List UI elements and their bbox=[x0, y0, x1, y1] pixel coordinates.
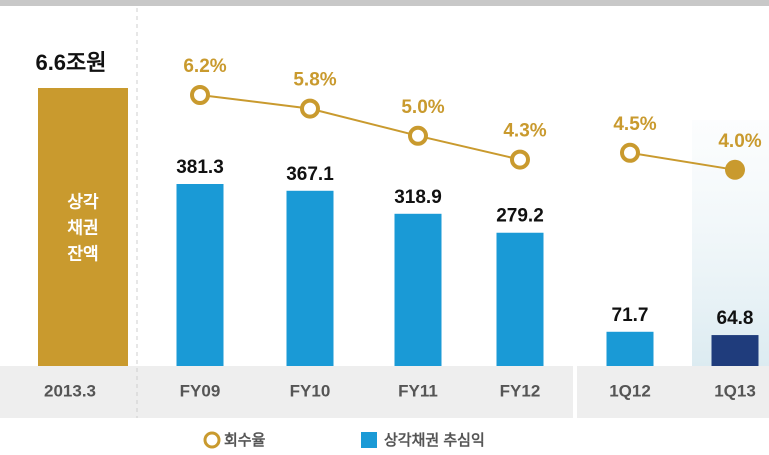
legend-marker bbox=[203, 431, 221, 449]
category-label: FY09 bbox=[180, 381, 221, 400]
legend-marker bbox=[361, 432, 377, 448]
value-label: 381.3 bbox=[176, 157, 224, 178]
rate-label: 5.0% bbox=[401, 97, 444, 118]
rate-label: 4.3% bbox=[503, 121, 546, 142]
highlight-bg bbox=[692, 120, 769, 366]
category-label: 1Q13 bbox=[714, 381, 756, 400]
value-label: 71.7 bbox=[612, 305, 649, 326]
rate-marker bbox=[725, 159, 745, 180]
bar bbox=[38, 88, 128, 366]
rate-line bbox=[199, 94, 521, 161]
top-bar bbox=[0, 0, 769, 6]
bar-text: 상각 bbox=[67, 192, 99, 211]
rate-marker bbox=[190, 85, 210, 105]
bar bbox=[176, 184, 224, 366]
value-label: 318.9 bbox=[394, 187, 442, 208]
rate-marker bbox=[300, 98, 320, 119]
rate-label: 6.2% bbox=[183, 56, 226, 77]
rate-line bbox=[629, 151, 736, 171]
panel-gap bbox=[573, 8, 577, 418]
value-label: 279.2 bbox=[496, 206, 544, 227]
rate-marker bbox=[510, 149, 530, 170]
value-label: 64.8 bbox=[717, 308, 754, 329]
bar-text: 채권 bbox=[67, 218, 98, 237]
value-label: 367.1 bbox=[286, 164, 334, 185]
rate-label: 4.5% bbox=[613, 114, 656, 135]
bar bbox=[496, 232, 544, 366]
value-label: 6.6조원 bbox=[35, 50, 106, 75]
category-label: 1Q12 bbox=[609, 381, 651, 400]
category-label: FY11 bbox=[398, 381, 438, 400]
bar bbox=[606, 331, 654, 366]
rate-label: 4.0% bbox=[718, 131, 761, 152]
bar bbox=[394, 213, 442, 366]
bar-text: 잔액 bbox=[67, 244, 98, 263]
rate-label: 5.8% bbox=[293, 70, 336, 91]
rate-marker bbox=[408, 125, 428, 146]
category-label: FY12 bbox=[500, 381, 541, 400]
rate-marker bbox=[620, 142, 640, 163]
category-label: 2013.3 bbox=[44, 381, 96, 400]
legend-label: 상각채권 추심익 bbox=[384, 431, 485, 449]
bar bbox=[711, 335, 759, 366]
category-band bbox=[0, 366, 769, 418]
category-label: FY10 bbox=[290, 381, 331, 400]
bar bbox=[286, 190, 334, 366]
legend-label: 회수율 bbox=[224, 432, 266, 449]
